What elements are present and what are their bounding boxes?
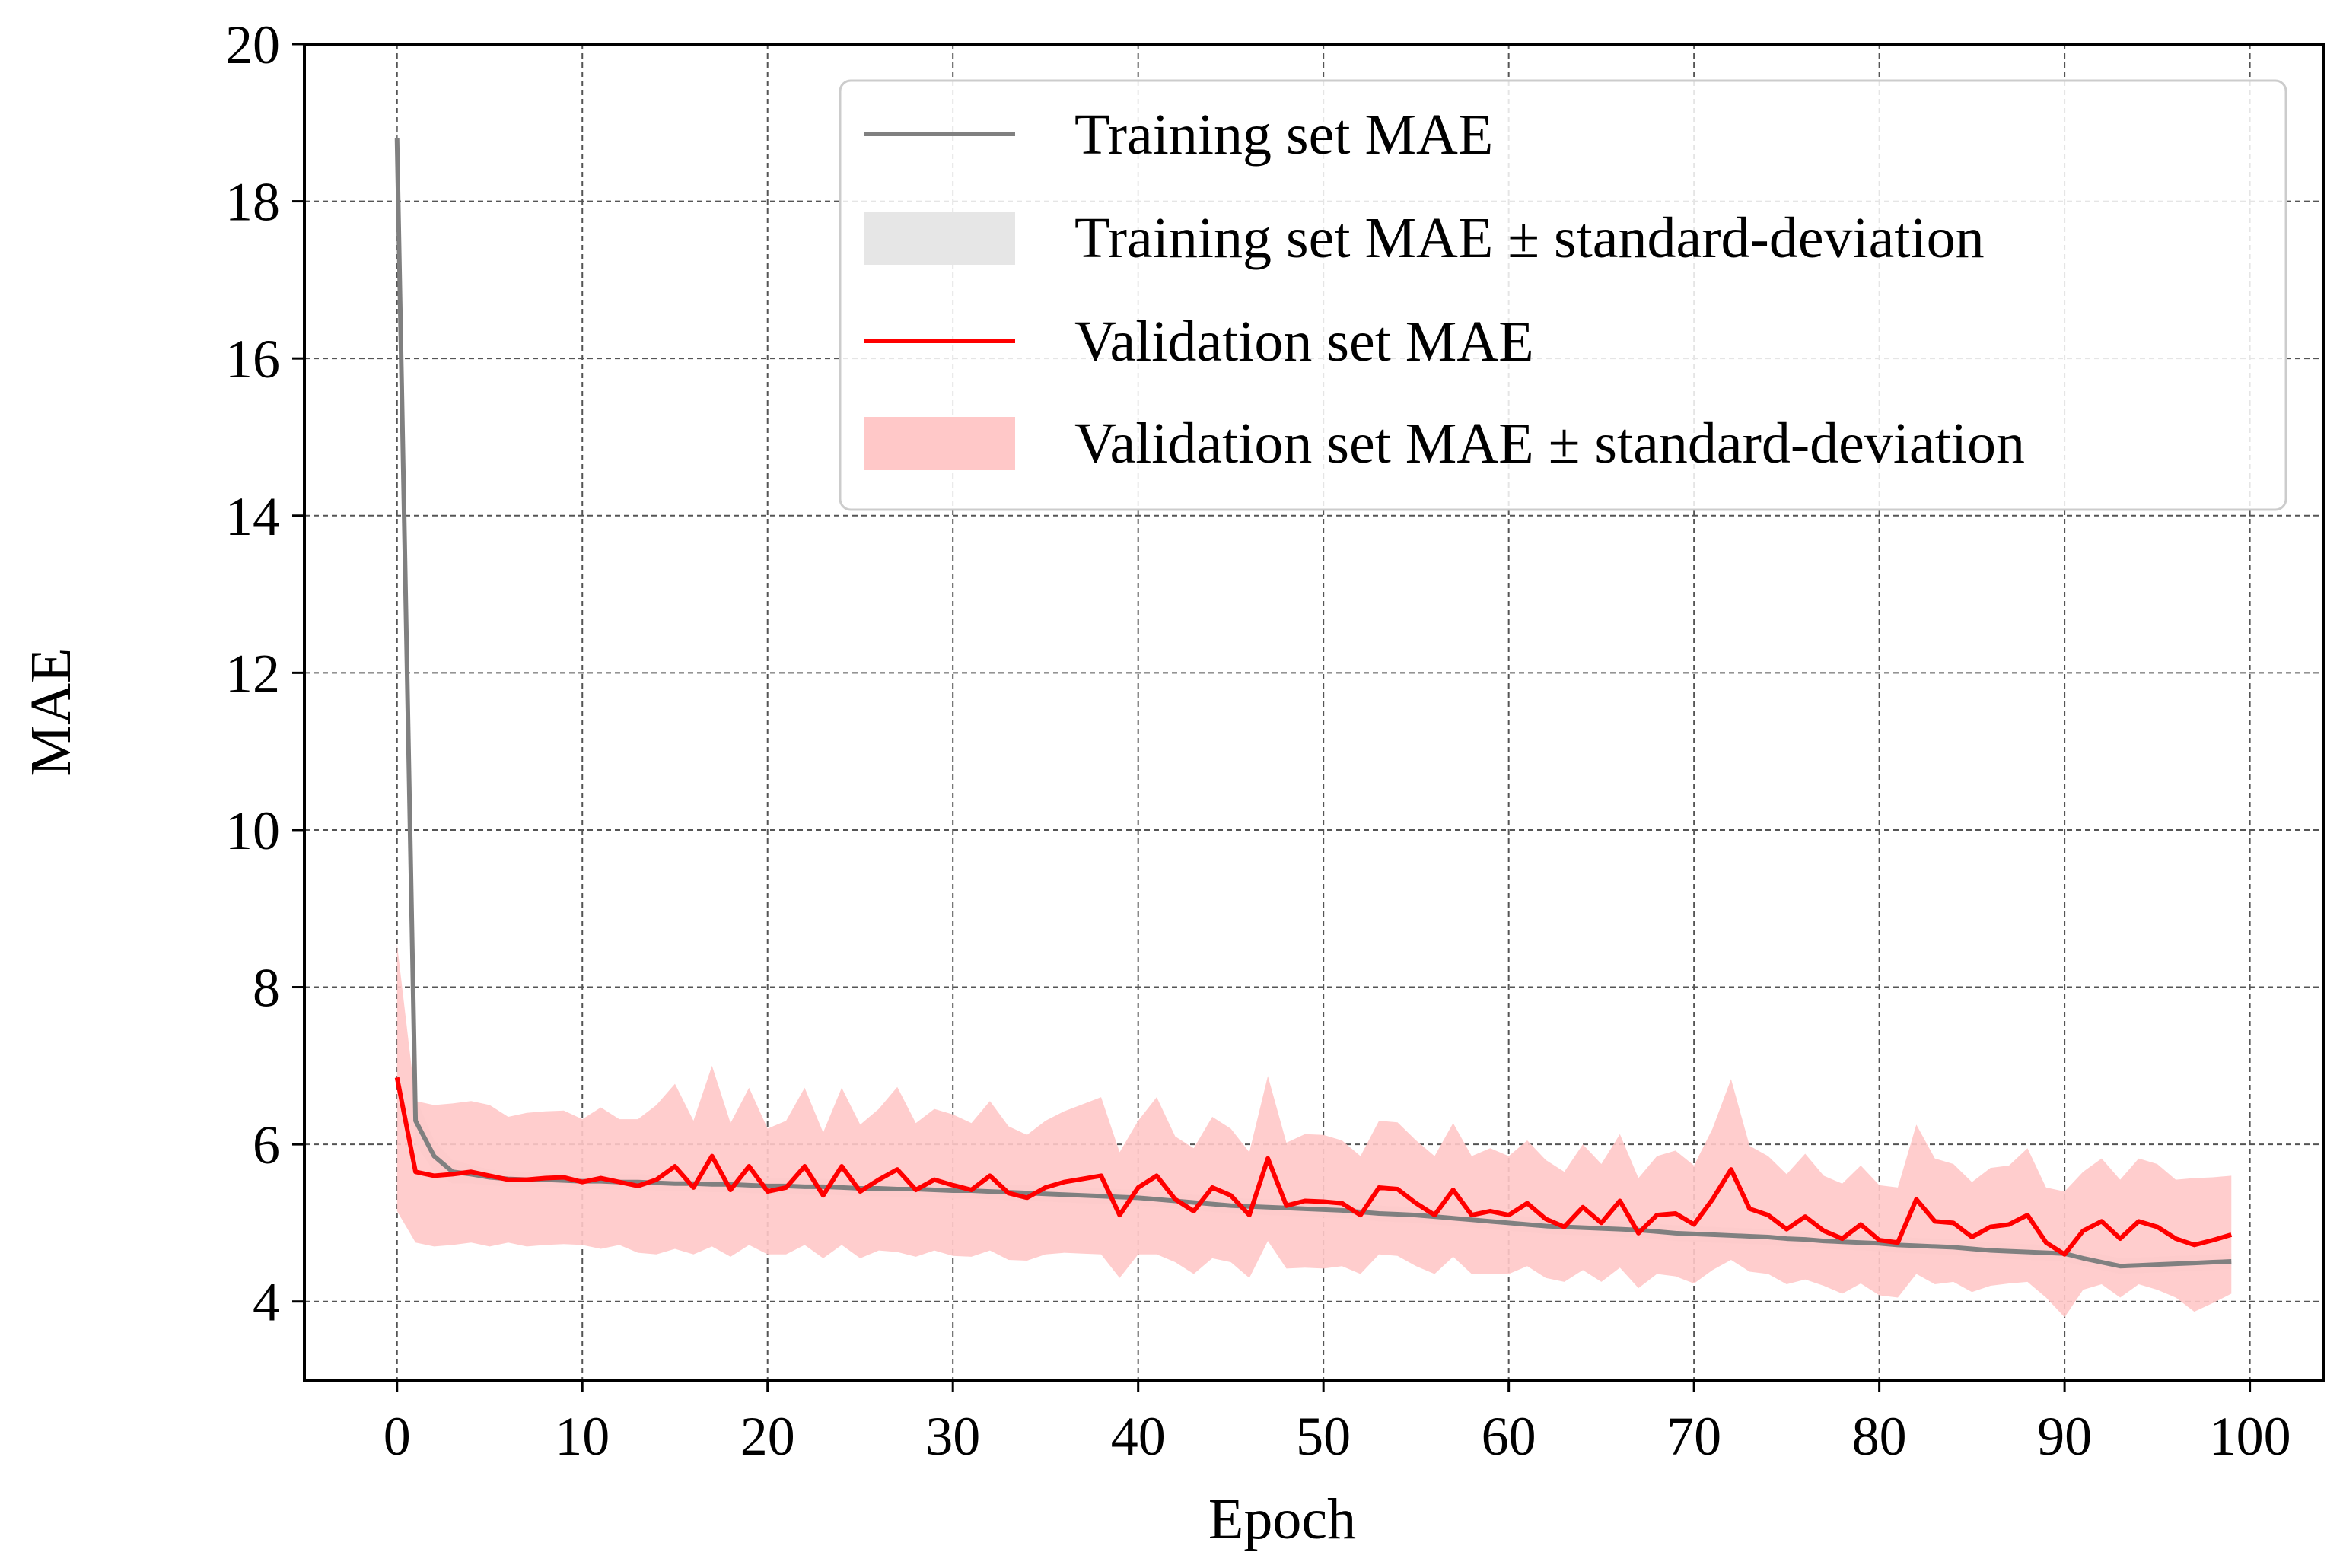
x-tick-label: 60 xyxy=(1482,1406,1536,1467)
y-tick-label: 12 xyxy=(225,643,280,704)
legend-box xyxy=(839,79,2287,511)
y-tick-label: 8 xyxy=(253,958,280,1019)
legend-label-training-mae: Training set MAE xyxy=(1074,103,1493,167)
y-tick-label: 20 xyxy=(225,14,280,75)
legend-entry-validation-std: Validation set MAE ± standard-deviation xyxy=(864,412,2025,475)
y-axis-title: MAE xyxy=(19,648,83,777)
x-tick-label: 30 xyxy=(925,1406,980,1467)
x-tick-label: 10 xyxy=(555,1406,610,1467)
validation-mae-line xyxy=(394,1077,2233,1257)
x-tick-label: 80 xyxy=(1852,1406,1907,1467)
y-tick-label: 4 xyxy=(253,1272,280,1333)
legend: Training set MAE Training set MAE ± stan… xyxy=(839,79,2287,511)
x-tick-label: 100 xyxy=(2209,1406,2291,1467)
x-tick-label: 0 xyxy=(384,1406,411,1467)
y-tick-label: 16 xyxy=(225,329,280,390)
x-axis-title: Epoch xyxy=(1208,1487,1356,1551)
legend-label-training-std: Training set MAE ± standard-deviation xyxy=(1074,206,1985,270)
y-tick-label: 6 xyxy=(253,1115,280,1175)
y-axis-ticks: 4 6 8 10 12 14 16 18 20 xyxy=(225,14,304,1333)
legend-swatch-validation-band xyxy=(864,417,1015,470)
legend-entry-training-mae: Training set MAE xyxy=(864,103,1493,167)
x-tick-label: 20 xyxy=(740,1406,795,1467)
series-lines xyxy=(394,138,2233,1269)
training-mae-line xyxy=(394,138,2232,1269)
x-tick-label: 50 xyxy=(1296,1406,1351,1467)
x-tick-label: 40 xyxy=(1111,1406,1166,1467)
std-bands xyxy=(396,114,2232,1318)
x-tick-label: 90 xyxy=(2037,1406,2092,1467)
legend-swatch-training-band xyxy=(864,212,1015,265)
x-tick-label: 70 xyxy=(1667,1406,1721,1467)
validation-std-band xyxy=(396,943,2232,1318)
x-axis-ticks: 0 10 20 30 40 50 60 70 80 90 100 xyxy=(384,1380,2291,1467)
y-tick-label: 10 xyxy=(225,800,280,861)
legend-entry-training-std: Training set MAE ± standard-deviation xyxy=(864,206,1985,270)
y-tick-label: 18 xyxy=(225,172,280,233)
legend-label-validation-std: Validation set MAE ± standard-deviation xyxy=(1074,412,2025,475)
y-tick-label: 14 xyxy=(225,486,280,547)
plot-frame xyxy=(303,43,2325,1382)
legend-entry-validation-mae: Validation set MAE xyxy=(864,310,1534,374)
legend-label-validation-mae: Validation set MAE xyxy=(1074,310,1534,374)
